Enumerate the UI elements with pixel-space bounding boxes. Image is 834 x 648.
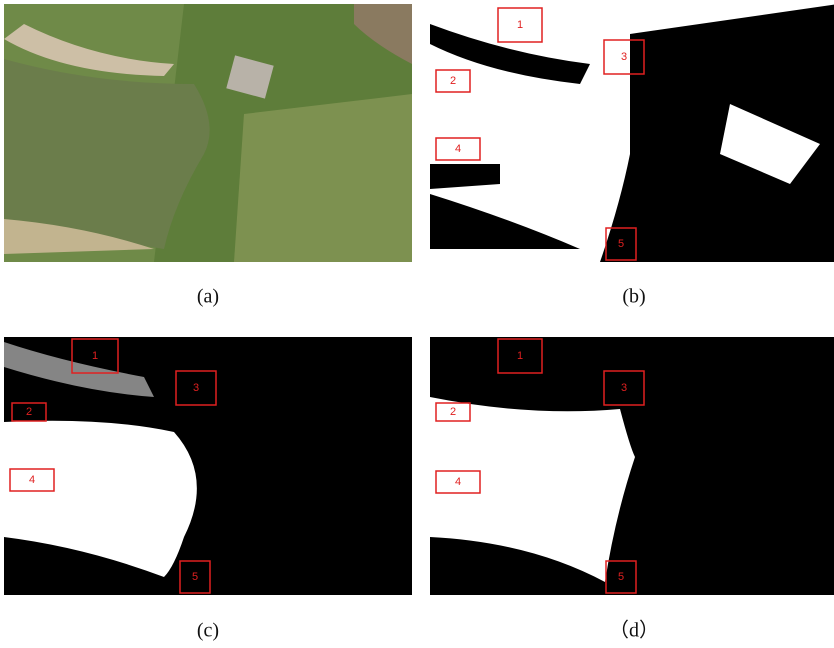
region-label: 4 [455,143,461,155]
region-label: 2 [450,406,456,418]
panel-caption: (c) [197,620,219,642]
region-label: 2 [450,75,456,87]
panel-caption: （d） [609,619,659,642]
region-label: 5 [192,571,198,583]
panel [4,4,412,262]
page: {"panels": [ {"caption": "(a)"}, {"capti… [0,0,834,648]
panel: 1 2 3 4 5 [430,337,834,595]
region-label: 1 [517,350,523,362]
panel: 1 2 3 4 5 [4,337,412,595]
figure: (a) 1 2 3 4 5 (b) 1 2 3 4 5 (c) 1 2 3 4 5 （d） [0,0,834,648]
panel-caption: (a) [197,286,219,308]
region-label: 5 [618,238,624,250]
region-label: 3 [193,382,199,394]
region-label: 1 [92,350,98,362]
region-label: 4 [29,474,35,486]
mask-dark [600,4,834,262]
region-label: 3 [621,382,627,394]
region-label: 5 [618,571,624,583]
panel: 1 2 3 4 5 [430,4,834,262]
region-label: 2 [26,406,32,418]
panel-caption: (b) [622,286,645,308]
field [234,94,412,262]
region-label: 1 [517,19,523,31]
region-label: 4 [455,476,461,488]
region-label: 3 [621,51,627,63]
